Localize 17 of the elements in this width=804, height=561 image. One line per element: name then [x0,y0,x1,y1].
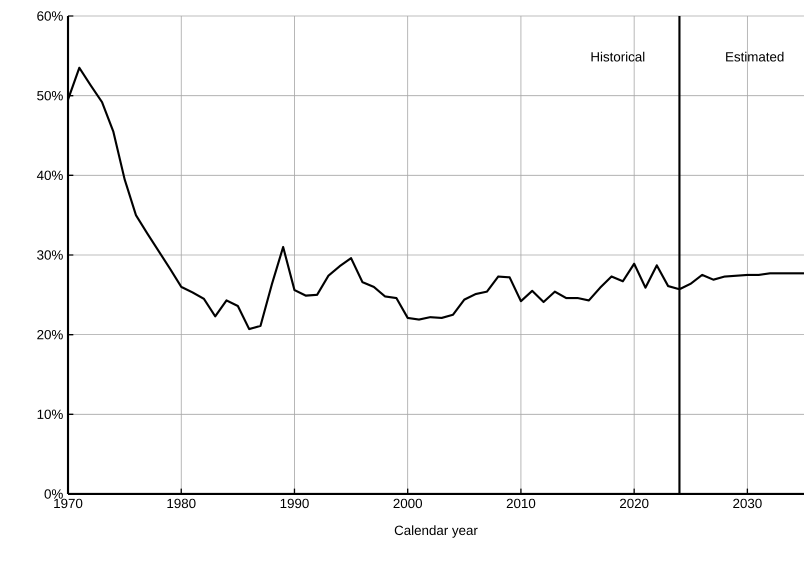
annotation: Historical [591,52,644,62]
annotation: Estimated [726,52,784,62]
x-tick-label: 1980 [167,498,196,508]
x-tick-label: 2030 [733,498,762,508]
y-tick-label: 30% [37,250,63,260]
x-axis-title: Calendar year [394,525,478,538]
y-tick-label: 0% [44,489,63,499]
x-tick-label: 2000 [394,498,422,508]
x-tick-label: 1970 [54,498,82,508]
x-tick-label: 2010 [506,498,536,508]
y-tick-label: 50% [37,90,63,100]
y-tick-label: 10% [38,410,63,420]
y-tick-label: 40% [36,170,63,180]
x-tick-label: 1990 [280,498,309,508]
x-tick-label: 2020 [620,498,648,508]
y-tick-label: 20% [37,330,63,340]
y-tick-label: 60% [37,11,63,21]
